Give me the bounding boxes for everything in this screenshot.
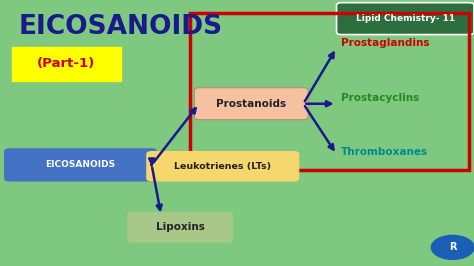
FancyBboxPatch shape [12,47,121,81]
Text: EICOSANOIDS: EICOSANOIDS [46,160,116,169]
Text: EICOSANOIDS: EICOSANOIDS [19,14,223,40]
FancyBboxPatch shape [128,213,232,242]
Text: (Part-1): (Part-1) [37,57,95,70]
Text: Prostaglandins: Prostaglandins [341,38,430,48]
FancyBboxPatch shape [5,149,156,181]
Circle shape [431,235,474,259]
Text: Prostacyclins: Prostacyclins [341,93,419,103]
Text: R: R [449,242,456,252]
FancyBboxPatch shape [337,3,474,35]
Text: Leukotrienes (LTs): Leukotrienes (LTs) [174,162,271,171]
Text: Thromboxanes: Thromboxanes [341,147,428,157]
FancyBboxPatch shape [194,88,308,120]
Text: Lipoxins: Lipoxins [155,222,205,232]
Text: Lipid Chemistry- 11: Lipid Chemistry- 11 [356,14,455,23]
FancyBboxPatch shape [147,152,299,181]
Text: Prostanoids: Prostanoids [216,99,286,109]
